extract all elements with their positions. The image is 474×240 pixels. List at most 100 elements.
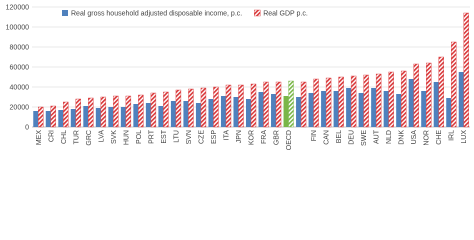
bar xyxy=(200,87,207,128)
bar xyxy=(308,93,314,127)
y-tick-label: 0 xyxy=(25,125,29,132)
bar xyxy=(238,84,244,128)
bar xyxy=(208,99,214,127)
bar xyxy=(346,88,352,127)
bar xyxy=(133,104,139,127)
x-tick-label: HUN xyxy=(123,130,130,145)
x-tick-label: KOR xyxy=(249,130,256,145)
x-tick-label: SVK xyxy=(111,130,118,144)
x-tick-label: DNK xyxy=(399,130,406,145)
bar xyxy=(163,91,169,128)
bar xyxy=(138,94,144,128)
x-tick-label: JPN xyxy=(236,130,243,143)
bar xyxy=(358,93,364,127)
bar xyxy=(408,79,414,127)
bar xyxy=(220,96,226,127)
x-tick-label: GRC xyxy=(86,130,93,146)
x-tick-label: CRI xyxy=(48,130,55,142)
bar xyxy=(188,88,194,128)
bar xyxy=(458,72,464,127)
bar xyxy=(158,106,164,127)
x-tick-label: GBR xyxy=(274,130,281,145)
x-tick-label: CHL xyxy=(61,130,68,144)
bar xyxy=(363,74,369,128)
y-tick-label: 120000 xyxy=(6,5,29,12)
x-tick-label: MEX xyxy=(36,130,43,146)
bar xyxy=(63,101,69,128)
legend-swatch xyxy=(254,9,261,17)
bar xyxy=(113,95,119,128)
x-tick-label: NOR xyxy=(424,130,431,146)
bar xyxy=(120,107,126,127)
x-tick-label: DEU xyxy=(349,130,356,145)
legend-label: Real GDP p.c. xyxy=(263,11,308,18)
bar xyxy=(283,96,289,127)
x-tick-label: USA xyxy=(411,130,418,145)
bar xyxy=(233,97,239,127)
y-tick-label: 60000 xyxy=(10,65,30,72)
bar xyxy=(375,73,382,128)
x-tick-label: LVA xyxy=(98,130,105,143)
bar xyxy=(83,106,89,127)
x-tick-label: POL xyxy=(136,130,143,144)
bar xyxy=(170,101,176,127)
x-tick-label: PRT xyxy=(148,129,155,144)
x-tick-label: ITA xyxy=(223,130,230,141)
x-tick-label: CHE xyxy=(436,130,443,145)
bar xyxy=(383,91,389,127)
bar xyxy=(371,88,377,127)
bar xyxy=(95,108,101,127)
y-tick-label: 100000 xyxy=(6,25,29,32)
bar xyxy=(250,83,257,128)
bar xyxy=(108,107,114,127)
bar xyxy=(100,96,107,128)
bar xyxy=(33,111,39,127)
x-tick-label: CZE xyxy=(198,130,205,144)
chart: 0 20000 40000 60000 80000 100000 120000 MEX CRI C… xyxy=(6,5,470,150)
y-tick-label: 20000 xyxy=(10,105,30,112)
bar xyxy=(300,81,307,128)
x-tick-label: FRA xyxy=(261,130,268,144)
bar xyxy=(426,62,432,128)
bar xyxy=(350,75,357,128)
bar xyxy=(213,86,219,128)
bar xyxy=(388,71,394,128)
bar xyxy=(463,12,469,128)
x-tick-label: LUX xyxy=(461,130,468,144)
bar xyxy=(75,98,82,128)
x-tick-label: ESP xyxy=(211,130,218,144)
bar xyxy=(433,82,439,127)
bar xyxy=(175,89,182,128)
x-tick-label: EST xyxy=(161,129,168,143)
bar xyxy=(333,91,339,127)
bar xyxy=(258,92,264,127)
x-tick-label: FIN xyxy=(311,130,318,141)
x-tick-label: CAN xyxy=(324,130,331,145)
y-tick-label: 80000 xyxy=(10,45,30,52)
bar xyxy=(271,94,277,127)
bar xyxy=(288,80,294,128)
bar xyxy=(400,70,407,128)
bar xyxy=(338,76,344,128)
x-tick-label: NLD xyxy=(386,130,393,144)
x-tick-label: SVN xyxy=(186,130,193,144)
legend-label: Real gross household adjusted disposable… xyxy=(71,11,242,18)
bar xyxy=(321,91,327,127)
bar xyxy=(45,111,51,127)
bar xyxy=(438,56,444,128)
bar xyxy=(225,84,232,128)
bar xyxy=(70,109,76,127)
x-tick-label: LTU xyxy=(173,130,180,143)
x-tick-label: AUT xyxy=(374,129,381,144)
bar xyxy=(50,105,56,128)
bar xyxy=(446,98,452,127)
bar xyxy=(195,103,201,127)
x-tick-label: OECD xyxy=(286,130,293,150)
bar xyxy=(396,94,402,127)
bar xyxy=(145,103,151,127)
x-tick-label: TUR xyxy=(73,130,80,144)
x-tick-label: SWE xyxy=(361,130,368,146)
bar xyxy=(58,110,64,127)
bar xyxy=(263,81,269,128)
legend-swatch xyxy=(62,10,68,16)
